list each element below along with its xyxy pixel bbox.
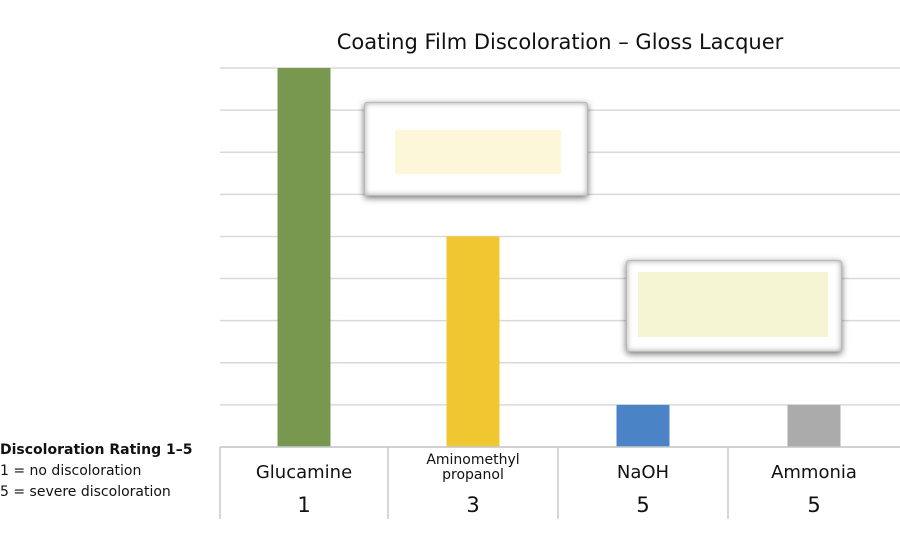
category-label-naoh: NaOH (616, 462, 670, 483)
category-label-aminomethyl-propanol: Aminomethyl propanol (388, 453, 558, 483)
rating-naoh: 5 (636, 493, 650, 517)
rating-glucamine: 1 (297, 493, 311, 517)
bar-ammonia (787, 404, 841, 447)
swatch-naoh-color (638, 272, 828, 337)
rating-legend: Discoloration Rating 1–5 1 = no discolor… (0, 440, 192, 503)
legend-heading: Discoloration Rating 1–5 (0, 442, 193, 458)
swatch-naoh (626, 260, 842, 352)
category-label-line-2: propanol (442, 467, 504, 483)
legend-line-1: 1 = no discoloration (0, 463, 142, 479)
rating-aminomethyl-propanol: 3 (466, 493, 480, 517)
category-label-ammonia: Ammonia (771, 462, 857, 483)
legend-line-2: 5 = severe discoloration (0, 484, 171, 500)
rating-ammonia: 5 (807, 493, 821, 517)
swatch-aminomethyl-propanol-color (395, 130, 561, 174)
category-label-line-1: Aminomethyl (426, 452, 520, 468)
swatch-aminomethyl-propanol (364, 102, 588, 196)
bar-aminomethyl-propanol (446, 236, 500, 447)
chart-title: Coating Film Discoloration – Gloss Lacqu… (336, 30, 784, 54)
bar-naoh (616, 404, 670, 447)
category-label-glucamine: Glucamine (255, 462, 353, 483)
bar-glucamine (277, 68, 331, 447)
